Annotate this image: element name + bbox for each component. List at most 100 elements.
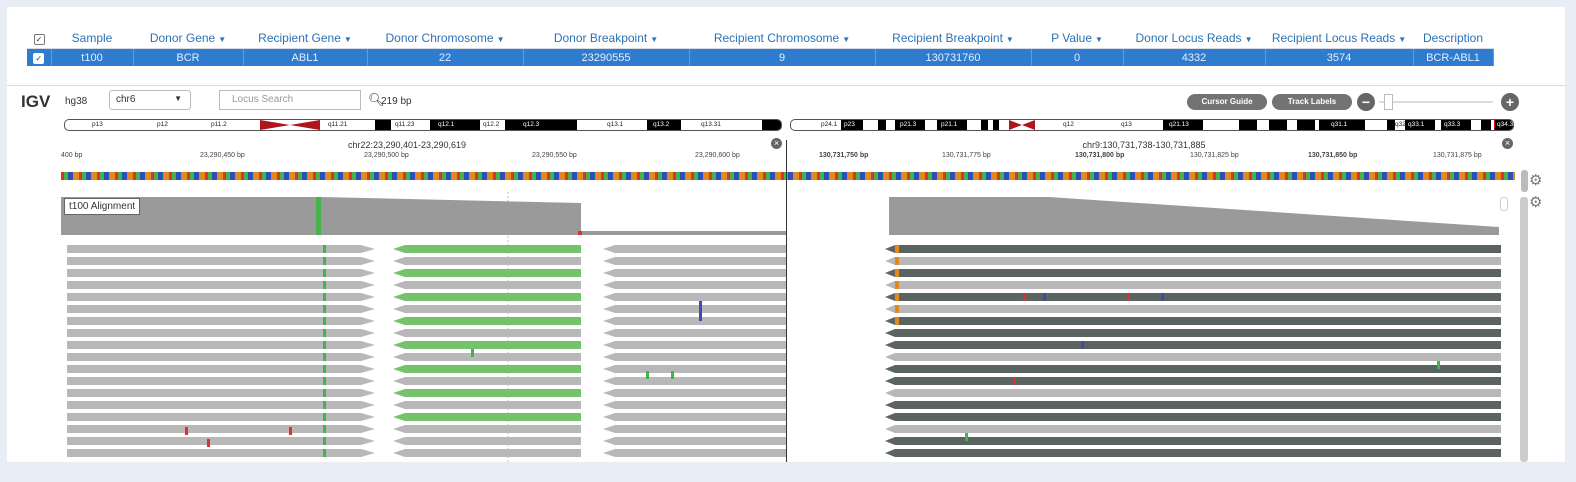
band-label: q12.2	[483, 121, 500, 128]
filter-icon[interactable]: ▼	[218, 34, 227, 44]
band-label: p12	[157, 121, 168, 128]
ruler-label: 23,290,600 bp	[695, 152, 740, 159]
gear-icon[interactable]: ⚙	[1529, 172, 1543, 189]
band-label: q21.13	[1163, 120, 1203, 130]
ruler-label: 130,731,825 bp	[1190, 152, 1239, 159]
band-label: p21.1	[937, 120, 967, 130]
band-label: q34.3	[1495, 120, 1514, 130]
cell-recipient-chromosome: 9	[689, 48, 876, 66]
filter-icon[interactable]: ▼	[1244, 34, 1253, 44]
filter-icon[interactable]: ▼	[1398, 34, 1407, 44]
band-label: p13	[92, 121, 103, 128]
band-label: q13.2	[647, 120, 681, 130]
filter-icon[interactable]: ▼	[343, 34, 352, 44]
table-row[interactable]: ✓ t100 BCR ABL1 22 23290555 9 130731760 …	[27, 48, 1494, 66]
cell-donor-breakpoint: 23290555	[523, 48, 690, 66]
cell-donor-chromosome: 22	[367, 48, 524, 66]
cell-donor-locus-reads: 4332	[1123, 48, 1266, 66]
band-label: p24.1	[821, 121, 838, 128]
col-p-value[interactable]: P Value ▼	[1031, 27, 1123, 49]
ruler-label: 130,731,775 bp	[942, 152, 991, 159]
panel-divider	[786, 140, 787, 462]
alignment-reads-right	[885, 245, 1501, 457]
filter-icon[interactable]: ▼	[650, 34, 659, 44]
band-label: q33.3	[1441, 120, 1471, 130]
coverage-track-right	[889, 197, 1499, 235]
col-sample[interactable]: Sample	[51, 27, 133, 49]
band-label: p11.2	[211, 121, 227, 128]
band-label: q13.1	[607, 121, 624, 128]
zoom-in-icon[interactable]: +	[1501, 93, 1519, 111]
band-label: q11.23	[395, 121, 415, 128]
col-recipient-gene[interactable]: Recipient Gene ▼	[243, 27, 367, 49]
alignment-reads-left	[67, 245, 786, 457]
ruler-label: 23,290,450 bp	[200, 152, 245, 159]
filter-icon[interactable]: ▼	[1095, 34, 1103, 44]
filter-icon[interactable]: ▼	[496, 34, 505, 44]
cell-sample: t100	[51, 48, 134, 66]
col-donor-locus-reads[interactable]: Donor Locus Reads ▼	[1123, 27, 1265, 49]
gear-icon[interactable]: ⚙	[1529, 194, 1543, 211]
band-label: q13	[1121, 121, 1132, 128]
left-locus-title: chr22:23,290,401-23,290,619	[347, 140, 467, 150]
search-icon[interactable]: 🔍︎	[368, 92, 385, 107]
cell-donor-gene: BCR	[133, 48, 244, 66]
zoom-slider[interactable]	[1379, 101, 1493, 103]
band-dark	[1387, 120, 1395, 130]
band-label: q33.1	[1405, 120, 1435, 130]
scrollbar[interactable]	[1521, 170, 1528, 192]
band-label: q13.31	[701, 121, 721, 128]
zoom-out-icon[interactable]: −	[1357, 93, 1375, 111]
band-label: q12	[1063, 121, 1074, 128]
col-recipient-locus-reads[interactable]: Recipient Locus Reads ▼	[1265, 27, 1413, 49]
band-label: q12.3	[505, 120, 577, 130]
col-donor-gene[interactable]: Donor Gene ▼	[133, 27, 243, 49]
band-label: q32	[1395, 121, 1406, 128]
cursor-guide-button[interactable]: Cursor Guide	[1187, 94, 1267, 110]
track-handle[interactable]	[1500, 197, 1508, 211]
bp-width: 219 bp	[381, 96, 412, 107]
chromosome-select[interactable]: chr6 ▼	[109, 90, 191, 110]
filter-icon[interactable]: ▼	[1005, 34, 1014, 44]
ruler-label: 23,290,500 bp	[364, 152, 409, 159]
sequence-track	[61, 172, 1515, 180]
band-label: q11.21	[328, 121, 348, 128]
fusion-table: ✓ Sample Donor Gene ▼ Recipient Gene ▼ Don…	[27, 27, 1494, 66]
row-checkbox[interactable]: ✓	[27, 48, 52, 66]
band-label: p23	[841, 120, 863, 130]
col-description[interactable]: Description	[1413, 27, 1493, 49]
col-donor-breakpoint[interactable]: Donor Breakpoint ▼	[523, 27, 689, 49]
ruler-label: 400 bp	[61, 152, 83, 159]
centromere-icon	[1009, 120, 1035, 130]
close-icon[interactable]: ×	[1502, 138, 1513, 149]
band-dark	[762, 120, 781, 130]
col-recipient-breakpoint[interactable]: Recipient Breakpoint ▼	[875, 27, 1031, 49]
col-donor-chromosome[interactable]: Donor Chromosome ▼	[367, 27, 523, 49]
track-labels-button[interactable]: Track Labels	[1272, 94, 1352, 110]
genome-label[interactable]: hg38	[65, 96, 88, 107]
band-dark	[981, 120, 988, 130]
right-locus-title: chr9:130,731,738-130,731,885	[1082, 140, 1206, 150]
igv-toolbar: IGV hg38 chr6 ▼ Locus Search 🔍︎ 219 bp Cu…	[7, 85, 1565, 118]
band-dark	[1269, 120, 1287, 130]
zoom-slider-handle[interactable]	[1384, 94, 1393, 110]
band-label: q12.1	[430, 120, 480, 130]
cell-p-value: 0	[1031, 48, 1124, 66]
filter-icon[interactable]: ▼	[842, 34, 851, 44]
locus-search-input[interactable]: Locus Search	[219, 90, 361, 110]
ideogram-chr9[interactable]: p24.1 p23 p21.3 p21.1 q12 q13 q21.13 q31…	[790, 119, 1514, 131]
centromere-icon	[260, 120, 320, 130]
scrollbar[interactable]	[1520, 197, 1528, 462]
cell-description: BCR-ABL1	[1413, 48, 1494, 66]
select-all-checkbox[interactable]: ✓	[27, 27, 51, 49]
chevron-down-icon: ▼	[174, 94, 182, 103]
ruler-label: 130,731,875 bp	[1433, 152, 1482, 159]
track-label: t100 Alignment	[64, 198, 141, 215]
cell-recipient-locus-reads: 3574	[1265, 48, 1414, 66]
band-dark	[993, 120, 999, 130]
band-dark	[1239, 120, 1257, 130]
col-recipient-chromosome[interactable]: Recipient Chromosome ▼	[689, 27, 875, 49]
ruler-label: 23,290,550 bp	[532, 152, 577, 159]
ideogram-chr22[interactable]: p13 p12 p11.2 q11.21 q11.23 q12.1 q12.2 …	[64, 119, 782, 131]
close-icon[interactable]: ×	[771, 138, 782, 149]
